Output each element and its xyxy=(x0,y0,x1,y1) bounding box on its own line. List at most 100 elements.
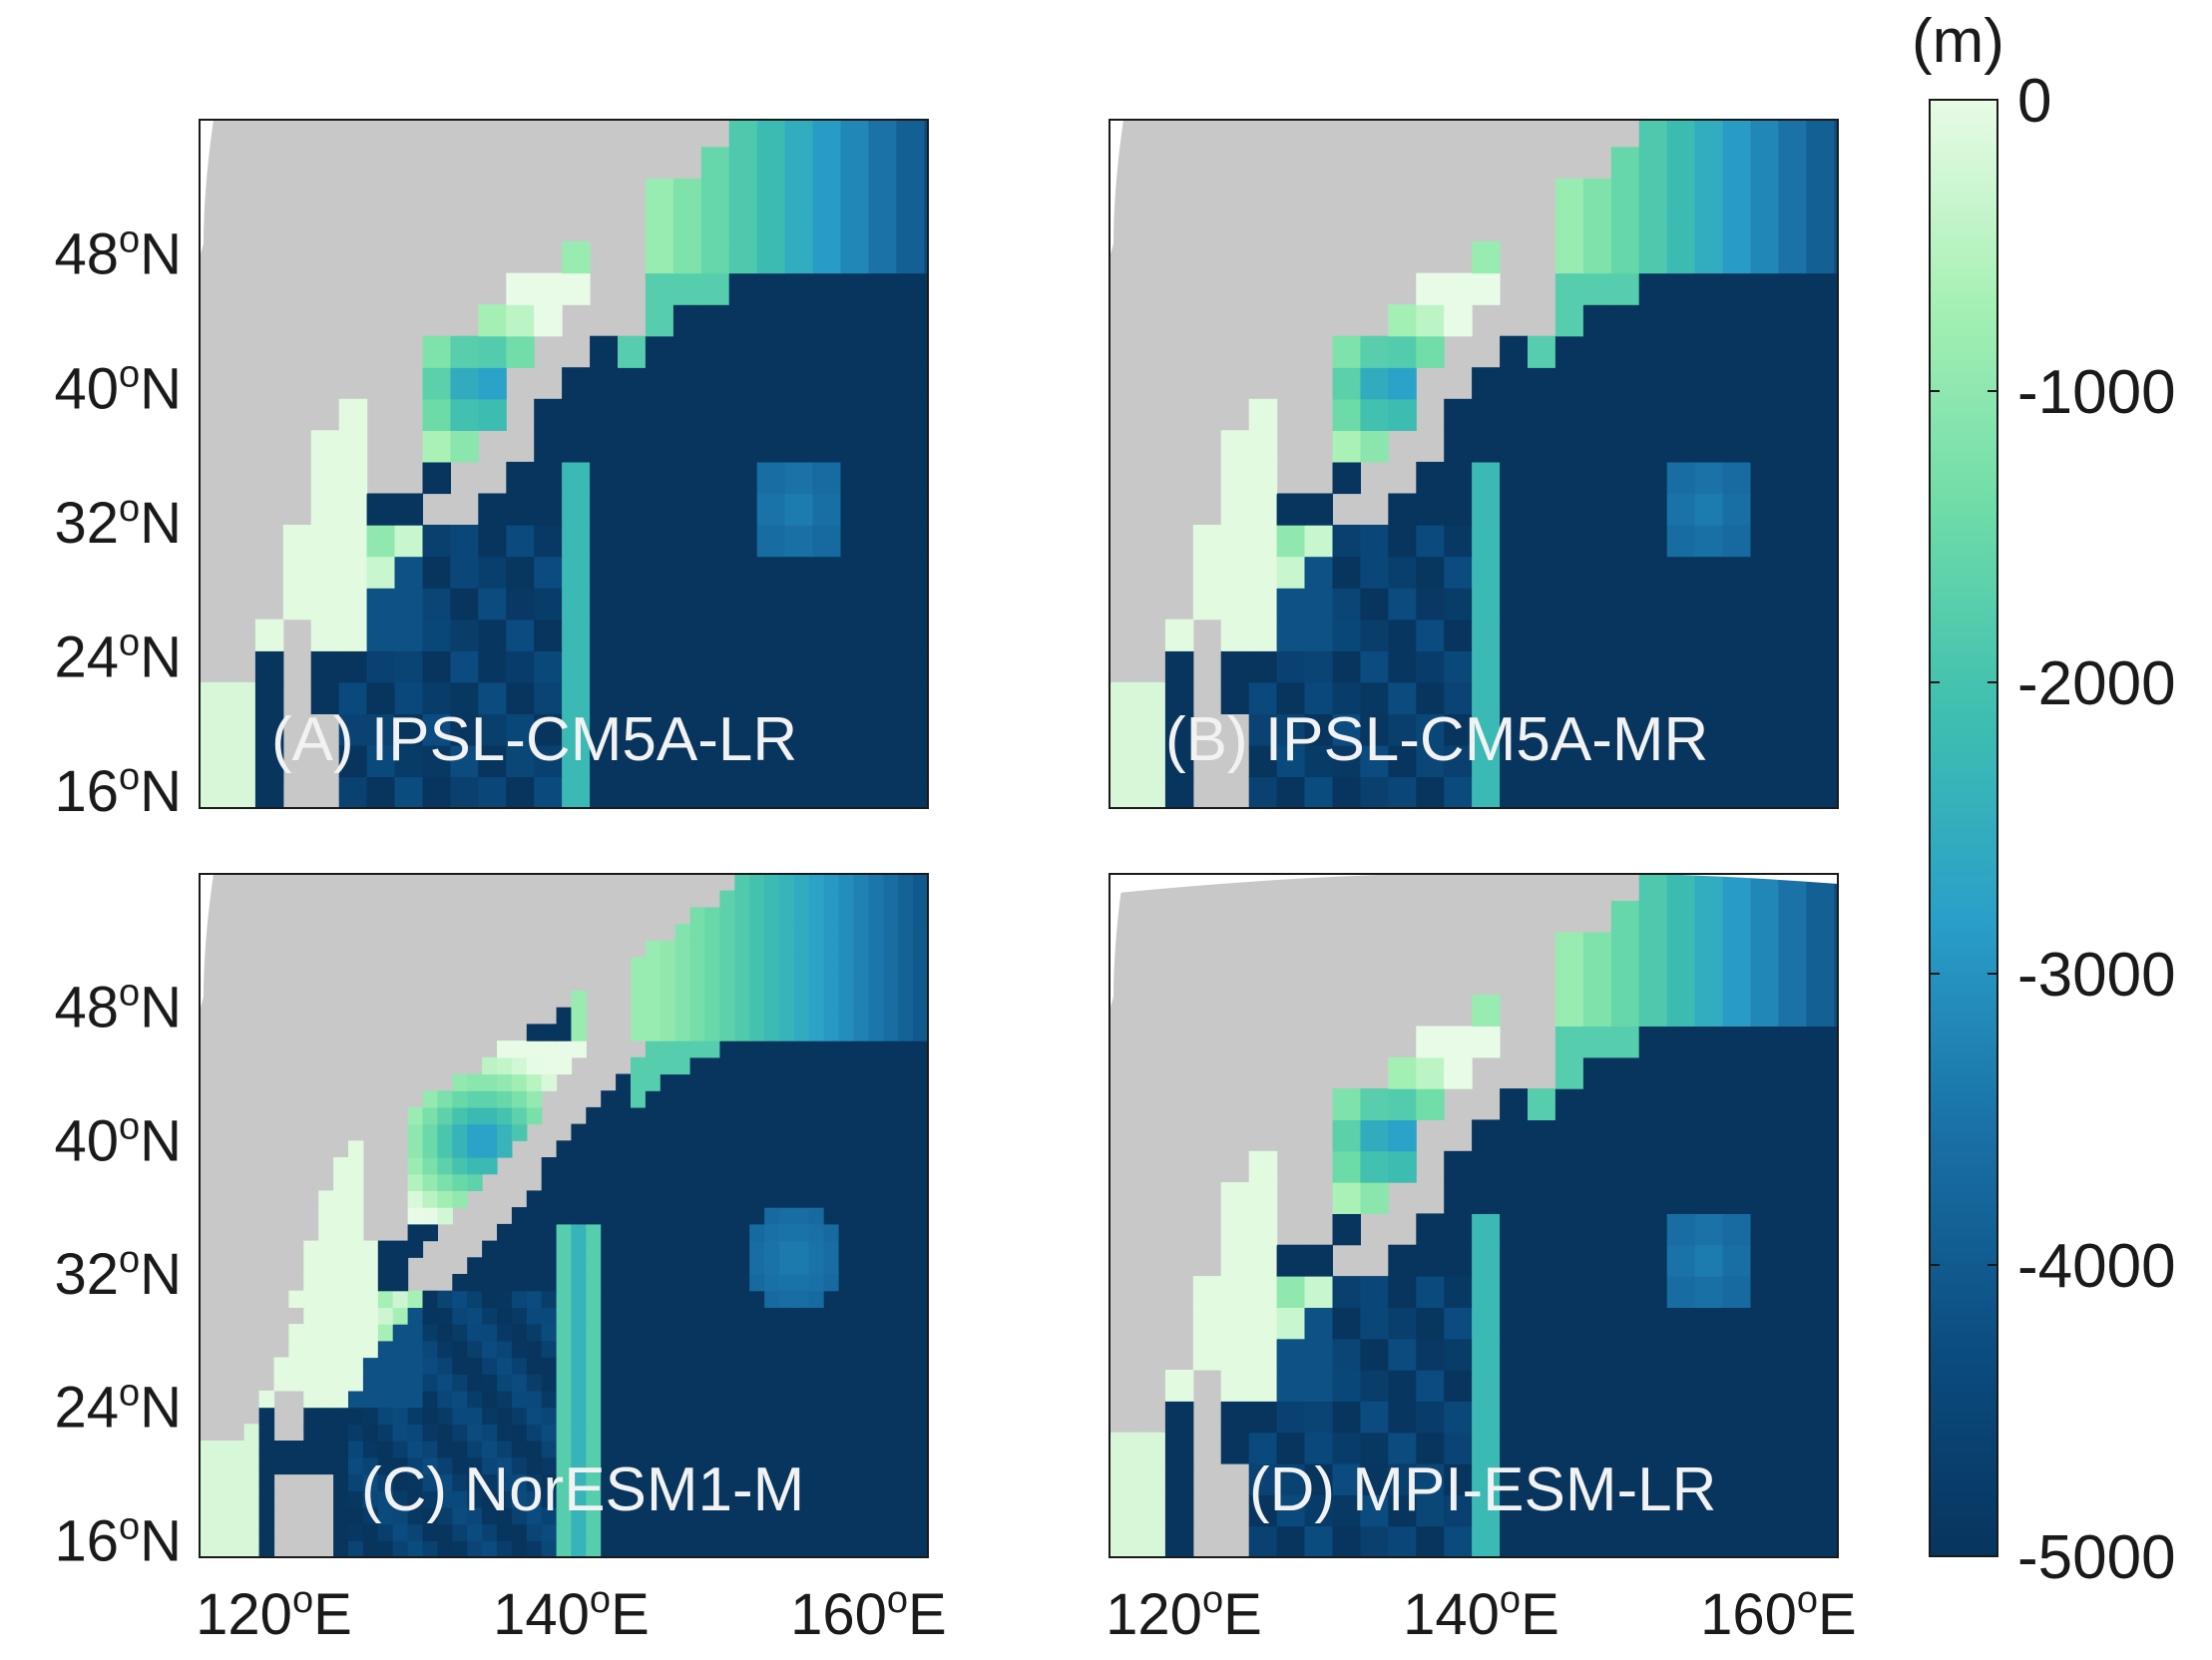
depth-cell xyxy=(1500,744,1529,778)
depth-cell xyxy=(1834,901,1838,933)
depth-cell xyxy=(689,1073,706,1091)
depth-cell xyxy=(838,1090,855,1108)
depth-cell xyxy=(823,1473,840,1491)
depth-cell xyxy=(913,1506,928,1525)
depth-cell xyxy=(1304,1338,1333,1371)
depth-cell xyxy=(1388,713,1417,746)
depth-cell xyxy=(1610,1494,1640,1527)
depth-cell xyxy=(756,304,786,337)
depth-cell xyxy=(704,1140,720,1158)
depth-cell xyxy=(779,1390,795,1409)
depth-cell xyxy=(1638,619,1668,651)
depth-cell xyxy=(779,1007,795,1025)
depth-cell xyxy=(704,1456,720,1475)
depth-cell xyxy=(1750,1276,1779,1308)
depth-cell xyxy=(511,1424,528,1442)
depth-cell xyxy=(1444,461,1473,495)
depth-cell xyxy=(437,1357,453,1375)
depth-cell xyxy=(896,430,925,463)
depth-cell xyxy=(674,1274,691,1292)
depth-cell xyxy=(728,556,758,589)
depth-cell xyxy=(303,1357,319,1375)
depth-cell xyxy=(898,924,914,942)
depth-cell xyxy=(1806,178,1835,211)
depth-cell xyxy=(571,1324,587,1342)
depth-cell xyxy=(526,1290,543,1308)
depth-cell xyxy=(1610,272,1640,305)
depth-cell xyxy=(616,1240,632,1258)
depth-cell xyxy=(214,1441,230,1458)
depth-cell xyxy=(1722,525,1751,558)
depth-cell xyxy=(407,1540,424,1557)
depth-cell xyxy=(1806,1494,1835,1527)
depth-cell xyxy=(333,1307,349,1325)
depth-cell xyxy=(1388,1150,1417,1183)
depth-cell xyxy=(660,1307,676,1325)
depth-cell xyxy=(1332,619,1361,651)
depth-cell xyxy=(541,1073,558,1091)
depth-cell xyxy=(338,776,368,808)
depth-cell xyxy=(1694,430,1724,463)
depth-cell xyxy=(924,556,928,589)
depth-cell xyxy=(838,1340,855,1359)
depth-cell xyxy=(1388,1244,1417,1277)
depth-cell xyxy=(812,681,841,714)
depth-cell xyxy=(1722,963,1751,996)
depth-cell xyxy=(1666,398,1696,431)
depth-cell xyxy=(303,1424,319,1442)
depth-cell xyxy=(1778,619,1807,651)
depth-cell xyxy=(660,1324,676,1342)
depth-cell xyxy=(1472,1182,1501,1214)
depth-cell xyxy=(618,744,647,778)
depth-cell xyxy=(422,588,451,621)
depth-cell xyxy=(1582,1276,1612,1308)
depth-cell xyxy=(1806,650,1835,683)
depth-cell xyxy=(1778,588,1807,621)
depth-cell xyxy=(719,1190,735,1208)
depth-cell xyxy=(571,1506,587,1525)
depth-cell xyxy=(1722,1056,1751,1089)
depth-cell xyxy=(868,776,897,808)
depth-cell xyxy=(1834,1370,1838,1402)
depth-cell xyxy=(571,1274,587,1292)
depth-cell xyxy=(348,1140,364,1158)
depth-cell xyxy=(1554,525,1584,558)
depth-cell xyxy=(1136,776,1166,808)
depth-cell xyxy=(823,1307,840,1325)
depth-cell xyxy=(526,1307,543,1325)
depth-cell xyxy=(1750,1307,1779,1340)
depth-cell xyxy=(1722,619,1751,651)
depth-cell xyxy=(1834,1432,1838,1464)
depth-cell xyxy=(1582,525,1612,558)
depth-cell xyxy=(1750,901,1779,933)
depth-cell xyxy=(616,1274,632,1292)
depth-cell xyxy=(392,1290,409,1308)
depth-cell xyxy=(896,272,925,305)
depth-cell xyxy=(1666,430,1696,463)
depth-cell xyxy=(526,1040,543,1058)
depth-cell xyxy=(1750,178,1779,211)
depth-cell xyxy=(310,619,340,651)
depth-cell xyxy=(601,1357,617,1375)
depth-cell xyxy=(394,650,423,683)
depth-cell xyxy=(258,1424,275,1442)
depth-cell xyxy=(924,430,928,463)
depth-cell xyxy=(868,650,897,683)
depth-cell xyxy=(913,1407,928,1425)
depth-cell xyxy=(534,398,563,431)
depth-cell xyxy=(1332,650,1361,683)
depth-cell xyxy=(534,525,563,558)
depth-cell xyxy=(1500,556,1529,589)
depth-cell xyxy=(1444,650,1473,683)
depth-cell xyxy=(586,1324,602,1342)
depth-cell xyxy=(407,1390,424,1409)
depth-cell xyxy=(303,1390,319,1409)
depth-cell xyxy=(898,1173,914,1191)
depth-cell xyxy=(1528,1213,1556,1246)
depth-cell xyxy=(1638,1088,1668,1120)
depth-cell xyxy=(674,1090,691,1108)
depth-cell xyxy=(303,1307,319,1325)
depth-cell xyxy=(1582,1088,1612,1120)
depth-cell xyxy=(700,713,730,746)
